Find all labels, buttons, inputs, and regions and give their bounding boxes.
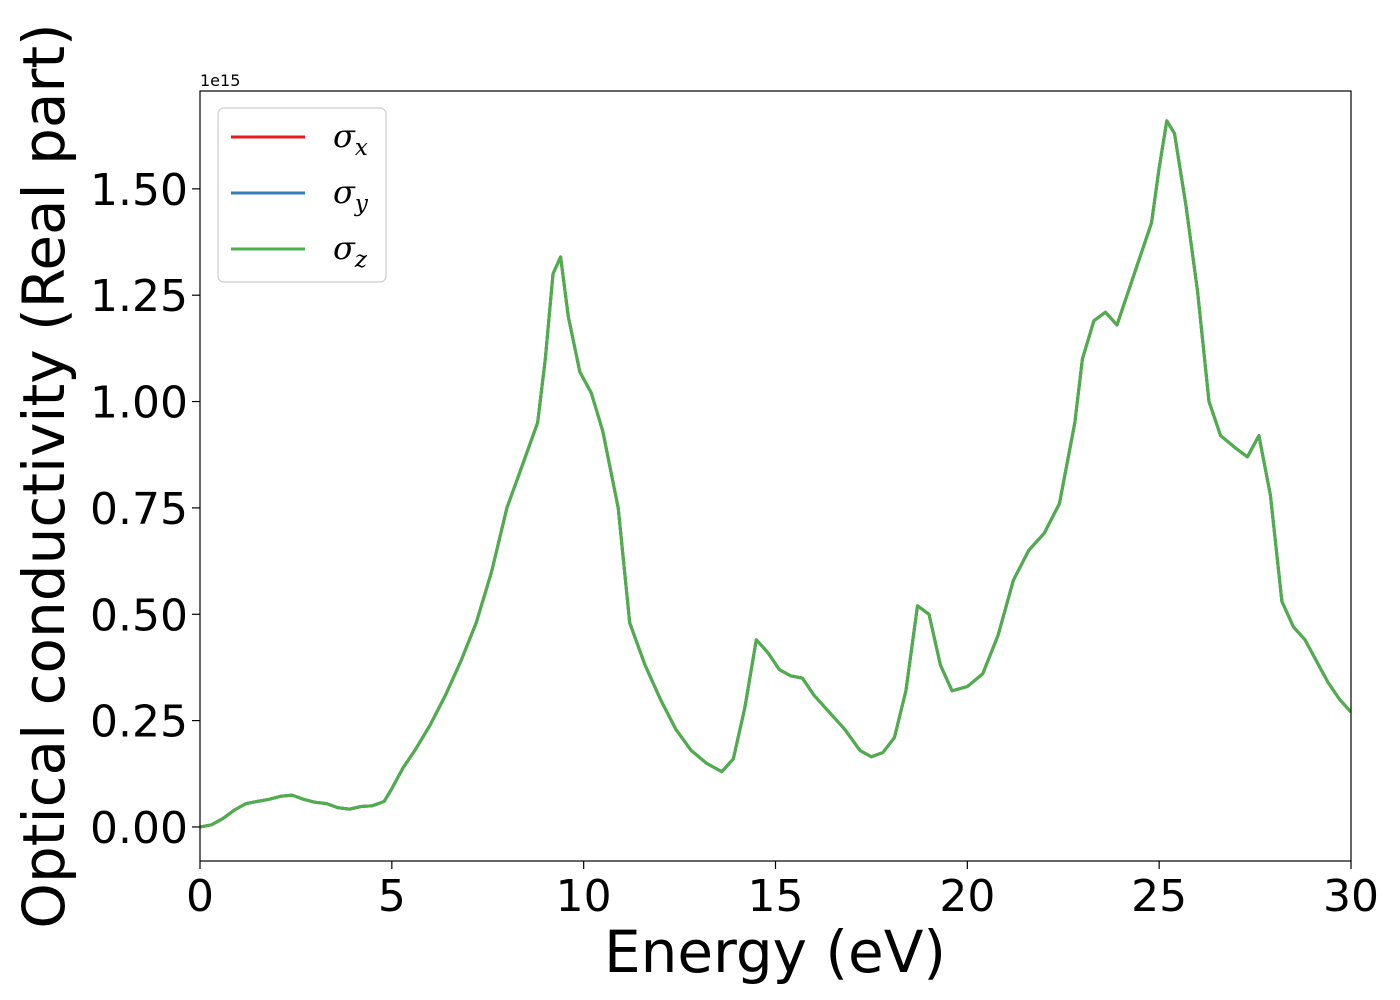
legend-label-sigma-y: σy [333, 173, 369, 217]
legend-label-sigma-x: σx [333, 117, 368, 161]
y-axis-title: Optical conductivity (Real part) [10, 23, 78, 928]
x-tick-label: 10 [556, 871, 612, 922]
legend-box [217, 107, 387, 283]
legend-subscript: z [354, 247, 368, 273]
x-tick-label: 15 [748, 871, 804, 922]
y-offset-label: 1e15 [200, 71, 240, 90]
y-tick-label: 1.00 [90, 378, 188, 429]
y-tick-label: 1.25 [90, 271, 188, 322]
y-tick-label: 0.00 [90, 803, 188, 854]
x-tick-label: 0 [186, 871, 214, 922]
x-axis-title: Energy (eV) [604, 918, 946, 986]
legend-label-sigma-z: σz [333, 229, 368, 273]
x-tick-label: 30 [1323, 871, 1379, 922]
x-tick-label: 20 [939, 871, 995, 922]
legend-subscript: y [354, 191, 369, 217]
legend-symbol: σ [333, 173, 356, 211]
legend-subscript: x [355, 135, 368, 161]
y-tick-label: 0.25 [90, 697, 188, 748]
legend-symbol: σ [333, 117, 356, 155]
y-tick-label: 0.75 [90, 484, 188, 535]
x-axis-ticks: 0 5 10 15 20 25 30 [186, 861, 1379, 922]
y-axis-ticks: 0.00 0.25 0.50 0.75 1.00 1.25 1.50 [90, 165, 200, 854]
y-tick-label: 1.50 [90, 165, 188, 216]
legend-symbol: σ [333, 229, 356, 267]
x-tick-label: 5 [378, 871, 406, 922]
series-layer [200, 119, 1351, 829]
series-line-sigma-z [200, 119, 1351, 829]
y-tick-label: 0.50 [90, 590, 188, 641]
x-tick-label: 25 [1131, 871, 1187, 922]
